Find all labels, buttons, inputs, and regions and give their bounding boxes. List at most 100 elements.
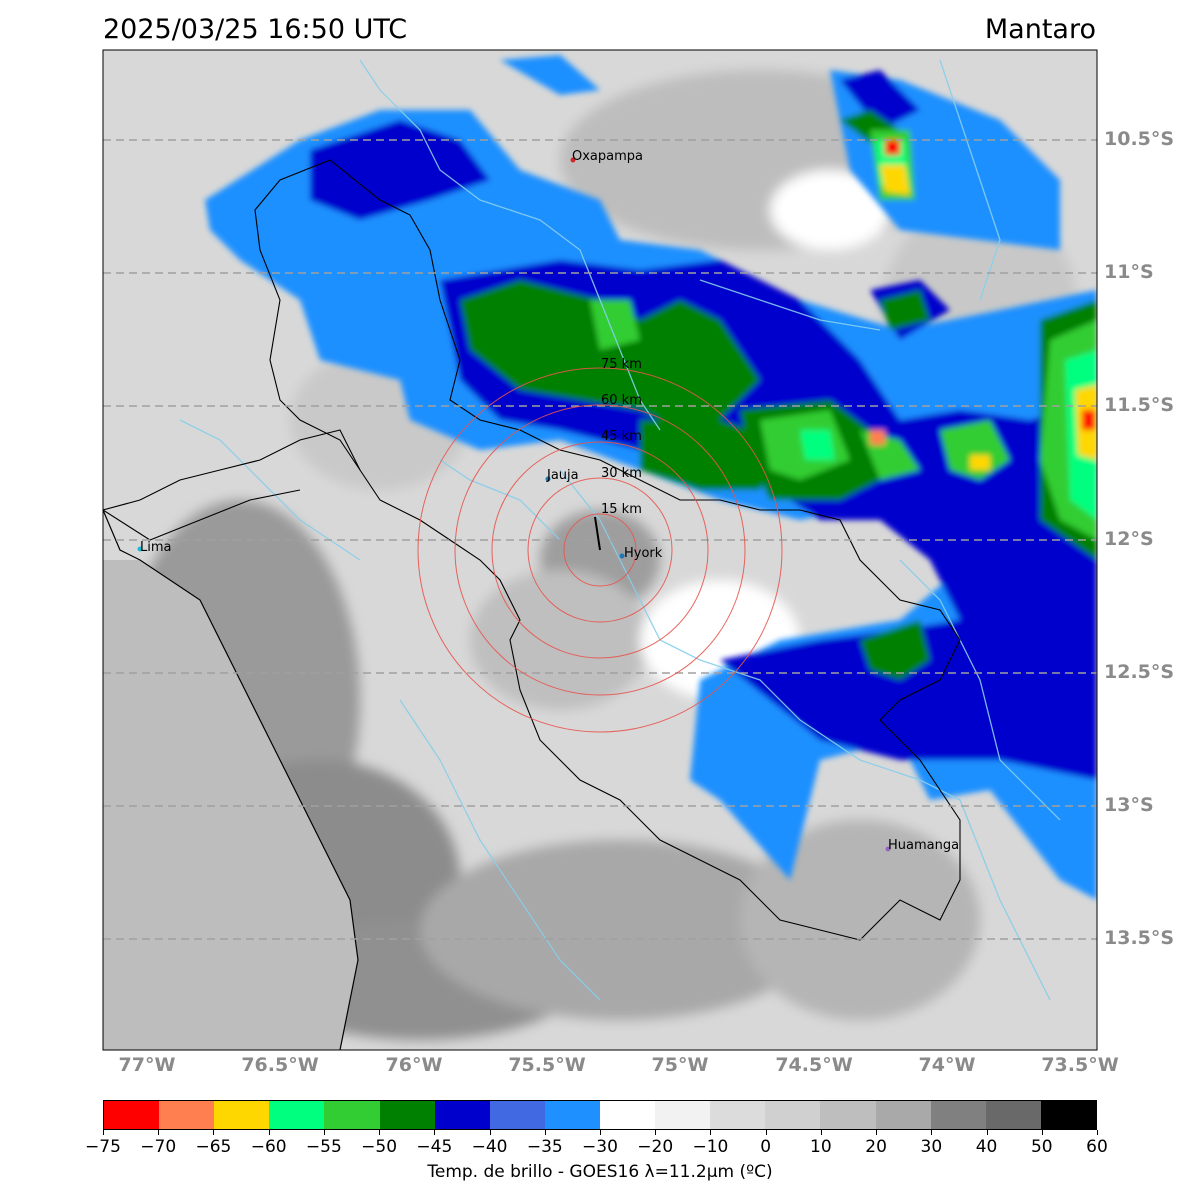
colorbar-tick-mark xyxy=(600,1130,601,1135)
coastline xyxy=(103,509,359,1050)
colorbar-segment xyxy=(379,1101,435,1129)
colorbar-tick-mark xyxy=(158,1130,160,1135)
lon-label-76-5: 76.5°W xyxy=(241,1054,319,1076)
lon-label-73-5: 73.5°W xyxy=(1041,1054,1119,1076)
cloud-cold xyxy=(205,55,1097,900)
colorbar-tick-label: 50 xyxy=(1030,1137,1053,1157)
colorbar-tick-mark xyxy=(544,1130,546,1135)
colorbar-segment xyxy=(489,1101,545,1129)
ocean xyxy=(103,560,358,1050)
region-title: Mantaro xyxy=(984,14,1096,45)
lat-label-11-5: 11.5°S xyxy=(1104,394,1175,416)
colorbar-segment xyxy=(655,1101,711,1129)
colorbar-tick-label: 20 xyxy=(865,1137,887,1157)
range-ring-45 xyxy=(491,441,709,659)
lon-label-74-5: 74.5°W xyxy=(775,1054,853,1076)
ring-label-60: 60 km xyxy=(601,393,642,408)
lat-label-11: 11°S xyxy=(1104,261,1154,283)
colorbar-tick-mark xyxy=(268,1130,270,1135)
colorbar-tick-label: −45 xyxy=(416,1137,453,1157)
lat-label-13: 13°S xyxy=(1104,794,1154,816)
city-markers xyxy=(137,157,891,852)
city-marker-lima xyxy=(137,546,143,552)
colorbar-tick-mark xyxy=(876,1130,878,1135)
lat-label-12: 12°S xyxy=(1104,528,1154,550)
latitude-gridlines xyxy=(103,139,1097,940)
admin-boundaries xyxy=(103,159,961,941)
map-frame xyxy=(102,49,1098,1051)
lon-label-74: 74°W xyxy=(918,1054,976,1076)
colorbar-tick-label: −20 xyxy=(637,1137,674,1157)
colorbar-tick-label: 30 xyxy=(920,1137,943,1157)
lat-label-12-5: 12.5°S xyxy=(1104,661,1175,683)
colorbar-tick-mark xyxy=(820,1130,822,1135)
colorbar-tick-label: 10 xyxy=(810,1137,832,1157)
colorbar-segment xyxy=(269,1101,325,1129)
lon-label-76: 76°W xyxy=(385,1054,443,1076)
colorbar xyxy=(103,1100,1097,1130)
range-ring-60 xyxy=(454,404,746,696)
range-rings xyxy=(417,367,783,733)
colorbar-tick-mark xyxy=(323,1130,325,1135)
colorbar-tick-label: −10 xyxy=(692,1137,729,1157)
colorbar-tick-mark xyxy=(931,1130,933,1135)
colorbar-segment xyxy=(930,1101,986,1129)
colorbar-tick-mark xyxy=(765,1130,767,1135)
colorbar-segment xyxy=(875,1101,931,1129)
lon-label-77: 77°W xyxy=(118,1054,176,1076)
colorbar-segment xyxy=(765,1101,821,1129)
colorbar-tick-label: −40 xyxy=(471,1137,508,1157)
map-timestamp: 2025/03/25 16:50 UTC xyxy=(103,14,408,45)
colorbar-segment xyxy=(434,1101,490,1129)
lat-label-13-5: 13.5°S xyxy=(1104,927,1175,949)
colorbar-segment xyxy=(214,1101,270,1129)
colorbar-segment xyxy=(324,1101,380,1129)
colorbar-segment xyxy=(104,1101,160,1129)
colorbar-tick-mark xyxy=(655,1130,657,1135)
colorbar-tick-mark xyxy=(489,1130,491,1135)
colorbar-tick-label: −50 xyxy=(361,1137,398,1157)
colorbar-tick-label: 60 xyxy=(1086,1137,1108,1157)
lon-label-75-5: 75.5°W xyxy=(508,1054,586,1076)
colorbar-segment xyxy=(599,1101,656,1129)
colorbar-tick-mark xyxy=(213,1130,215,1135)
colorbar-tick-mark xyxy=(1041,1130,1043,1135)
colorbar-tick-label: −65 xyxy=(195,1137,232,1157)
colorbar-label: Temp. de brillo - GOES16 λ=11.2μm (ºC) xyxy=(427,1162,773,1182)
colorbar-segment xyxy=(710,1101,766,1129)
colorbar-tick-mark xyxy=(710,1130,712,1135)
colorbar-tick-mark xyxy=(103,1130,104,1135)
radar-beam-marker xyxy=(594,516,601,551)
colorbar-segment xyxy=(544,1101,600,1129)
colorbar-tick-label: −55 xyxy=(305,1137,342,1157)
colorbar-tick-label: −35 xyxy=(526,1137,563,1157)
city-label-jauja: Jauja xyxy=(547,468,579,483)
city-marker-hyork xyxy=(619,553,625,559)
ring-label-15: 15 km xyxy=(601,502,642,517)
colorbar-segment xyxy=(1040,1101,1096,1129)
colorbar-segment xyxy=(159,1101,215,1129)
colorbar-tick-mark xyxy=(434,1130,436,1135)
colorbar-tick-label: 40 xyxy=(975,1137,998,1157)
colorbar-tick-mark xyxy=(379,1130,381,1135)
colorbar-segment xyxy=(985,1101,1041,1129)
range-ring-30 xyxy=(527,477,673,623)
lon-label-75: 75°W xyxy=(651,1054,709,1076)
colorbar-tick-label: −60 xyxy=(250,1137,287,1157)
colorbar-tick-mark xyxy=(986,1130,988,1135)
range-ring-15 xyxy=(563,513,637,587)
ring-label-30: 30 km xyxy=(601,466,642,481)
city-label-huamanga: Huamanga xyxy=(888,838,960,853)
city-label-hyork: Hyork xyxy=(624,546,663,561)
ring-label-45: 45 km xyxy=(601,429,642,444)
city-marker-oxapampa xyxy=(570,157,576,163)
city-marker-huamanga xyxy=(885,846,891,852)
colorbar-tick-label: −75 xyxy=(85,1137,121,1157)
city-marker-jauja xyxy=(545,476,551,482)
range-ring-75 xyxy=(417,367,783,733)
colorbar-tick-label: −70 xyxy=(140,1137,177,1157)
city-label-lima: Lima xyxy=(140,540,172,555)
rivers xyxy=(179,59,1061,1001)
colorbar-segment xyxy=(820,1101,876,1129)
